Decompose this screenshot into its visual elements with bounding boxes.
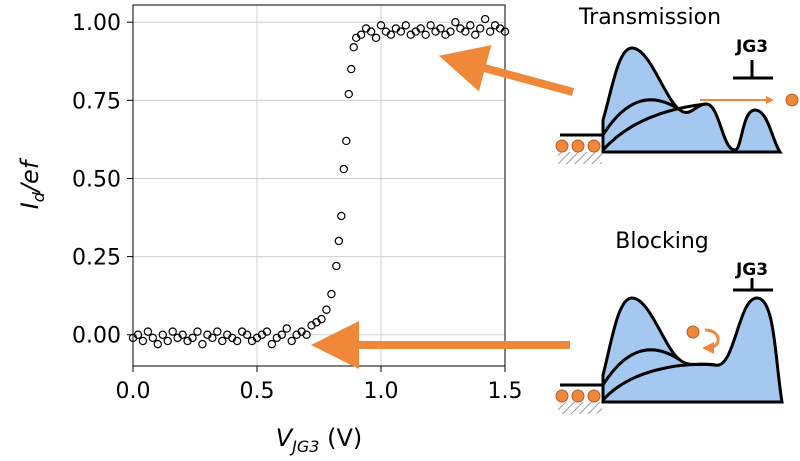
data-point	[480, 14, 490, 24]
hatch	[558, 402, 602, 414]
x-label-rest: (V)	[319, 424, 362, 452]
data-point	[451, 17, 460, 27]
data-point	[218, 336, 227, 346]
electron	[587, 389, 601, 403]
data-point	[332, 261, 341, 271]
data-point	[143, 327, 153, 336]
arrow	[438, 45, 575, 96]
data-point	[277, 330, 286, 339]
data-point	[476, 24, 485, 33]
data-point	[158, 330, 167, 339]
potential	[601, 296, 784, 404]
data-point	[322, 305, 331, 314]
data-point	[262, 327, 272, 336]
data-point	[232, 336, 242, 346]
data-point	[376, 21, 386, 30]
data-point	[446, 27, 455, 36]
data-point	[198, 339, 207, 349]
data-point	[485, 27, 495, 36]
y-tick-label: 0.25	[72, 246, 121, 271]
x-label-main: V	[276, 424, 294, 452]
data-point	[421, 30, 430, 39]
data-point	[344, 89, 353, 99]
curve	[601, 362, 716, 402]
data-point	[386, 30, 396, 39]
curve	[601, 98, 681, 136]
data-point	[287, 336, 296, 346]
data-point	[426, 21, 435, 30]
data-point	[193, 327, 202, 336]
data-point	[302, 330, 311, 339]
y-tick-label: 0.50	[72, 167, 121, 192]
annotation: Blocking	[615, 229, 709, 254]
curve	[601, 102, 707, 152]
gate-label: JG3	[735, 260, 768, 280]
data-point	[436, 24, 445, 33]
blocking-diagram: Blocking JG3	[311, 229, 784, 414]
data-point	[213, 327, 222, 336]
electron	[555, 139, 569, 153]
gate-label: JG3	[735, 37, 768, 57]
x-tick-label: 0.5	[240, 379, 275, 404]
data-point	[371, 33, 381, 43]
y-label-rest: /ef	[16, 157, 44, 194]
data-point	[401, 21, 410, 30]
y-label-main: I	[16, 202, 44, 209]
plot-frame	[132, 4, 506, 367]
data-point	[347, 64, 356, 74]
x-label-sub: JG3	[289, 437, 319, 456]
electron	[571, 139, 585, 153]
plot-area: 0.0 0.5 1.0 1.5 0.00 0.25 0.50 0.75 1.00	[72, 4, 523, 404]
data-point	[138, 336, 148, 346]
data-point	[178, 330, 187, 339]
data-point	[242, 330, 252, 339]
y-tick-label: 0.75	[72, 89, 121, 114]
electron	[785, 93, 799, 107]
data-point	[163, 336, 172, 346]
hatch	[558, 152, 602, 164]
electron	[686, 325, 700, 339]
data-point	[396, 27, 406, 36]
y-tick-label: 0.00	[72, 324, 121, 349]
x-tick-label: 0.0	[116, 379, 151, 404]
x-tick-label: 1.5	[488, 379, 523, 404]
data-point	[356, 30, 366, 39]
annotation: Transmission	[578, 5, 721, 30]
data-point	[366, 27, 376, 36]
x-tick-label: 1.0	[364, 379, 399, 404]
data-point	[282, 324, 291, 333]
data-point	[168, 327, 177, 336]
electron	[587, 139, 601, 153]
electron	[571, 389, 585, 403]
data-point	[466, 21, 475, 30]
data-point	[327, 289, 336, 299]
y-axis-label: Id/ef	[16, 157, 48, 209]
y-tick-label: 1.00	[72, 11, 121, 36]
curve	[601, 348, 681, 386]
data-point	[416, 24, 425, 33]
data-point	[267, 339, 277, 349]
data-point	[148, 333, 158, 343]
data-point	[208, 333, 217, 343]
data-point	[153, 339, 162, 349]
data-point	[188, 333, 197, 343]
data-point	[342, 136, 351, 146]
transmission-diagram: Transmission JG3	[438, 5, 799, 164]
data-point	[133, 330, 143, 339]
data-point	[339, 164, 348, 174]
arrow	[702, 328, 720, 354]
x-axis-label: VJG3 (V)	[276, 424, 363, 456]
data-point	[471, 30, 480, 39]
data-point	[461, 27, 470, 36]
electron	[555, 389, 569, 403]
data-point	[349, 42, 358, 52]
y-label-sub: d	[29, 191, 48, 202]
data-point	[334, 236, 344, 246]
data-point	[337, 211, 346, 221]
